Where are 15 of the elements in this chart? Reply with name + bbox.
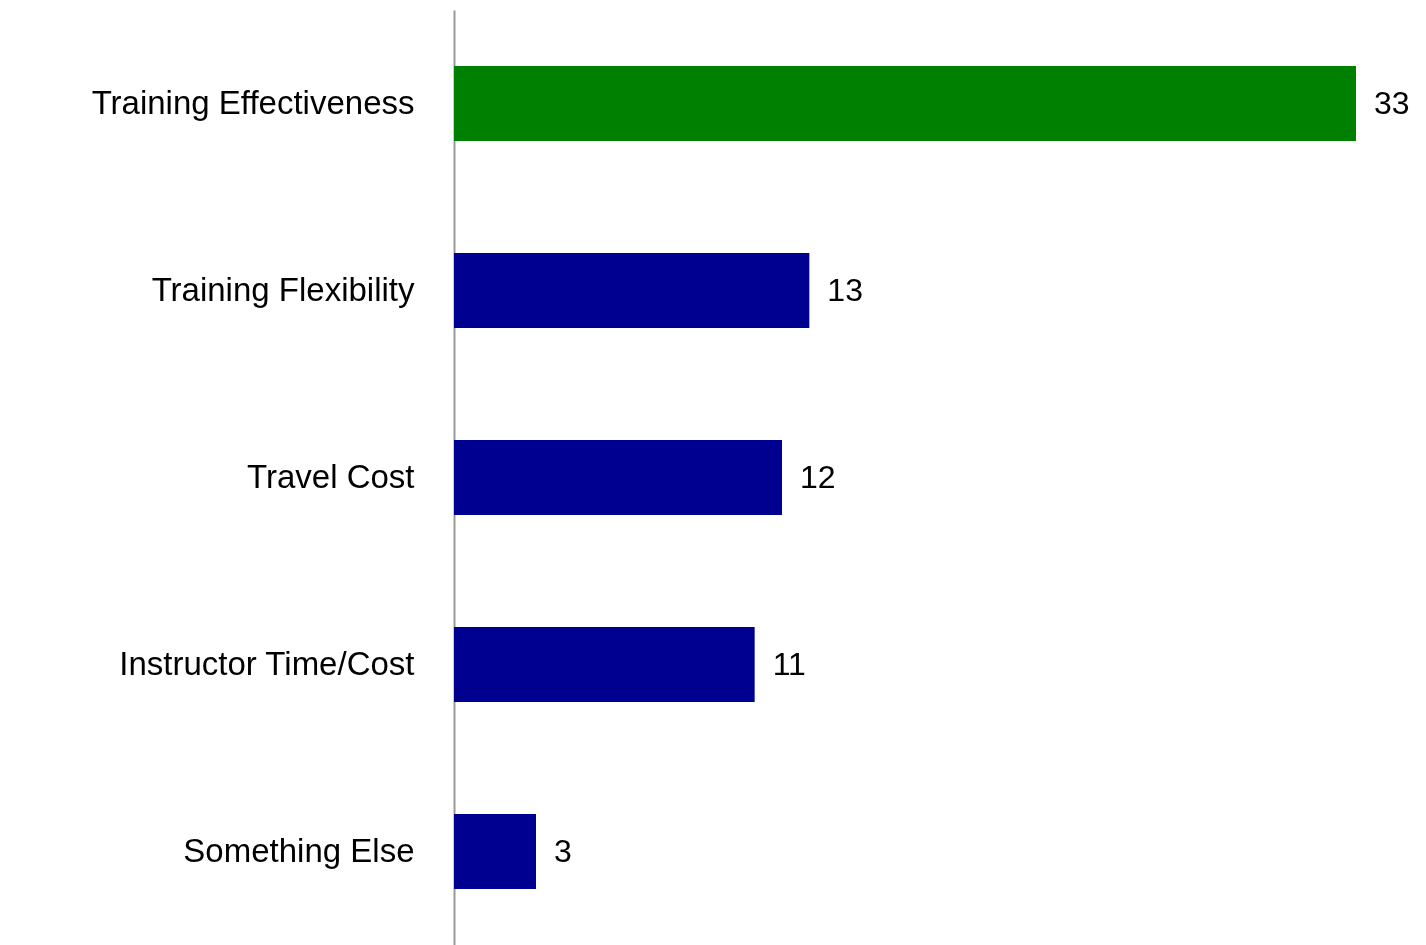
data-label: 3 [554, 832, 572, 869]
y-tick-label: Something Else [183, 831, 415, 869]
y-tick-label: Training Effectiveness [91, 83, 415, 121]
bar [454, 66, 1356, 141]
data-label: 33 [1374, 84, 1410, 121]
data-label: 12 [800, 458, 836, 495]
y-tick-label: Instructor Time/Cost [119, 644, 415, 682]
data-label: 11 [772, 645, 806, 682]
data-label: 13 [827, 271, 863, 308]
bar [454, 627, 755, 702]
y-tick-label: Training Flexibility [151, 270, 415, 308]
y-tick-label: Travel Cost [247, 457, 415, 495]
bar [454, 814, 536, 889]
bar [454, 253, 810, 328]
bar [454, 440, 782, 515]
